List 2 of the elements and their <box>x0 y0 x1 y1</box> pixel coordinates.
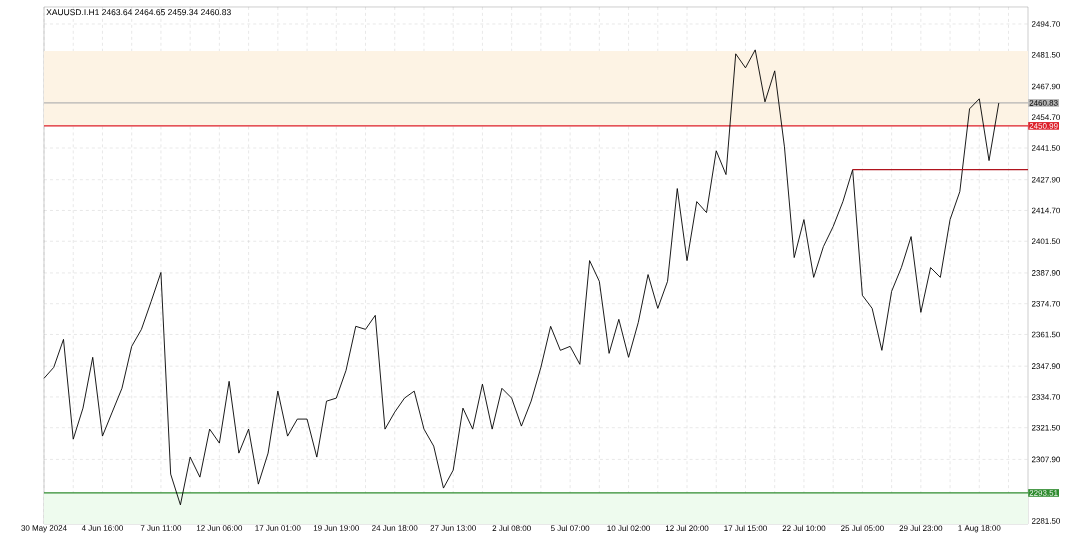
chart-title: XAUUSD.I.H1 2463.64 2464.65 2459.34 2460.83 <box>46 9 231 16</box>
line-series <box>43 49 1000 506</box>
